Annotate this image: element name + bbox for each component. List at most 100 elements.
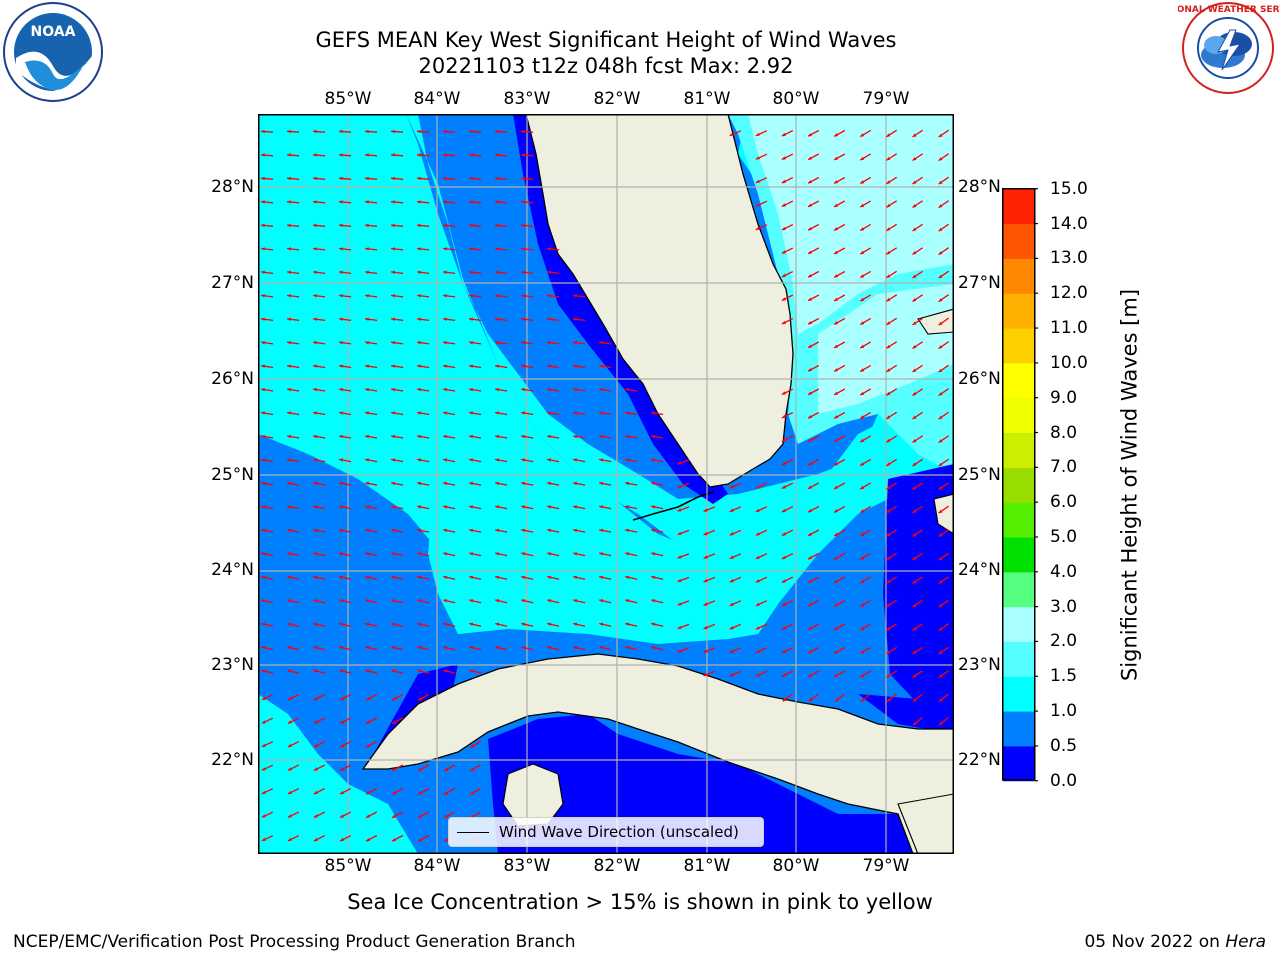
wave-arrow-head xyxy=(834,274,839,278)
wave-arrow-head xyxy=(313,200,317,204)
wave-arrow-head xyxy=(313,387,317,392)
wave-arrow-head xyxy=(339,153,343,157)
wave-arrow-head xyxy=(912,274,917,278)
wave-arrow-head xyxy=(495,223,499,228)
wave-arrow-head xyxy=(808,697,813,702)
wave-arrow-head xyxy=(391,669,396,673)
colorbar-tick-label: 10.0 xyxy=(1050,352,1088,373)
wave-arrow-head xyxy=(547,364,551,368)
wave-arrow-head xyxy=(547,622,552,626)
wave-arrow-head xyxy=(261,341,265,345)
wave-arrow-head xyxy=(391,458,395,462)
wave-arrow-head xyxy=(392,838,397,842)
wave-arrow-head xyxy=(808,438,812,442)
wave-arrow-head xyxy=(938,180,943,185)
colorbar-cell xyxy=(1002,258,1035,294)
wave-arrow-head xyxy=(469,317,473,321)
wave-arrow-head xyxy=(912,368,917,372)
wave-arrow-head xyxy=(417,294,421,298)
wave-arrow-head xyxy=(313,599,318,603)
wave-arrow-head xyxy=(443,153,447,157)
wave-arrow-head xyxy=(547,505,551,509)
wave-arrow-head xyxy=(912,486,917,490)
wave-arrow-head xyxy=(287,176,291,181)
wave-arrow-head xyxy=(781,555,786,559)
wave-arrow-head xyxy=(391,294,395,298)
wave-arrow-head xyxy=(573,434,577,439)
wave-arrow-head xyxy=(365,505,369,509)
wave-arrow-head xyxy=(938,462,943,467)
colorbar-cell xyxy=(1002,536,1035,573)
wave-arrow-head xyxy=(366,790,370,795)
wave-arrow-head xyxy=(340,790,344,795)
wave-arrow-head xyxy=(443,434,447,439)
wave-arrow-head xyxy=(912,321,917,325)
wave-arrow-head xyxy=(913,721,917,726)
wave-arrow-head xyxy=(443,552,448,556)
wave-arrow-head xyxy=(287,294,291,298)
wave-arrow-head xyxy=(495,599,500,603)
lon-tick-top: 82°W xyxy=(593,89,641,109)
wave-arrow-head xyxy=(781,485,786,489)
wave-arrow-head xyxy=(470,791,475,795)
wave-arrow-head xyxy=(287,790,292,794)
wave-arrow-head xyxy=(391,575,396,580)
wave-arrow-head xyxy=(261,247,265,251)
lon-tick-bottom: 81°W xyxy=(683,856,731,876)
cuba-land xyxy=(361,653,954,854)
wave-arrow-head xyxy=(808,650,812,654)
wave-arrow-head xyxy=(391,646,396,650)
colorbar-cell xyxy=(1002,745,1035,782)
wave-arrow-head xyxy=(261,669,266,673)
wave-arrow-head xyxy=(808,321,812,325)
wave-arrow-head xyxy=(860,227,865,231)
wave-arrow-head xyxy=(287,622,292,626)
wave-arrow-head xyxy=(261,622,266,626)
bahamas-andros xyxy=(933,493,954,535)
wave-arrow-head xyxy=(573,317,577,321)
wave-arrow-head xyxy=(313,176,317,181)
wave-arrow-head xyxy=(547,599,552,603)
wave-arrow-head xyxy=(834,462,839,466)
wave-arrow-head xyxy=(365,434,369,439)
wave-arrow-head xyxy=(313,669,318,673)
wave-arrow-head xyxy=(886,274,891,278)
wave-arrow-head xyxy=(808,297,812,301)
colorbar-cell xyxy=(1002,223,1035,259)
wave-arrow-head xyxy=(391,176,395,181)
wave-arrow-head xyxy=(313,129,317,134)
wave-arrow-head xyxy=(755,555,760,559)
wave-arrow-head xyxy=(443,505,447,509)
wave-arrow-head xyxy=(287,669,292,673)
wave-arrow-head xyxy=(365,341,369,345)
wave-arrow-head xyxy=(938,274,943,279)
wave-arrow-head xyxy=(339,622,344,626)
wave-arrow-head xyxy=(417,599,422,603)
colorbar-cell xyxy=(1002,397,1035,434)
wave-arrow-head xyxy=(339,458,343,462)
wave-arrow-head xyxy=(418,814,423,818)
wave-arrow-head xyxy=(495,270,499,275)
wave-arrow-head xyxy=(886,603,891,607)
wave-arrow-head xyxy=(938,204,943,208)
wave-arrow-head xyxy=(860,133,865,137)
wave-arrow-head xyxy=(651,552,656,556)
wave-arrow-head xyxy=(469,364,473,368)
colorbar-tick-label: 5.0 xyxy=(1050,526,1078,547)
wave-arrow-head xyxy=(886,133,891,137)
wave-arrow-head xyxy=(365,552,370,556)
wave-arrow-head xyxy=(521,200,525,204)
wave-arrow-head xyxy=(860,156,865,161)
wave-arrow-head xyxy=(365,411,369,415)
wave-arrow-head xyxy=(886,556,891,560)
wave-arrow-head xyxy=(886,462,891,466)
colorbar-cell xyxy=(1002,571,1035,608)
wave-arrow-head xyxy=(365,599,370,603)
wave-arrow-head xyxy=(417,528,422,533)
wave-arrow-head xyxy=(808,156,812,160)
wave-arrow-head xyxy=(365,481,369,486)
wave-arrow-head xyxy=(418,791,423,795)
wave-arrow-head xyxy=(834,180,839,184)
wave-arrow-head xyxy=(860,485,865,490)
wave-arrow-head xyxy=(599,505,603,509)
